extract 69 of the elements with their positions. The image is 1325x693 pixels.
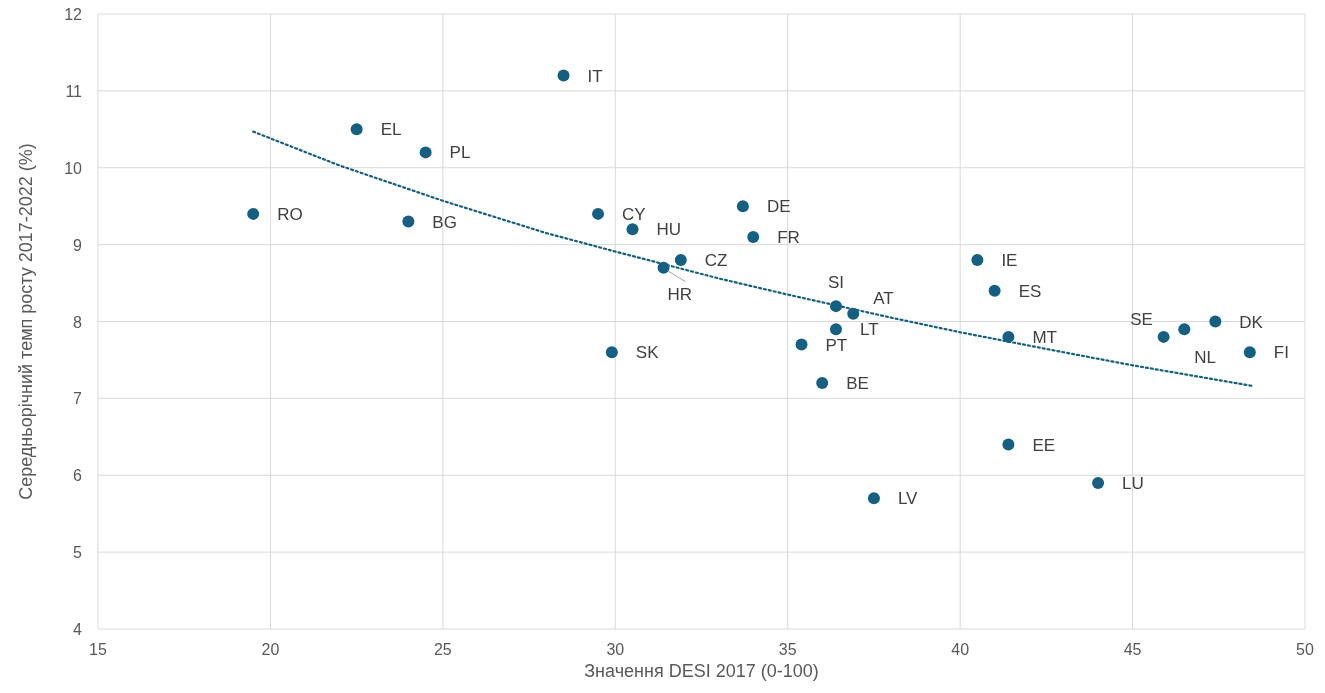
point — [867, 492, 880, 505]
annotation: ES — [1018, 281, 1042, 301]
x-tick-label: 50 — [1296, 641, 1314, 658]
annotation: IT — [587, 66, 603, 86]
point — [419, 146, 432, 159]
annotation: AT — [873, 288, 894, 308]
point — [557, 69, 570, 82]
annotation: CZ — [704, 251, 728, 270]
annotation: PT — [825, 335, 848, 355]
point — [674, 254, 687, 266]
point — [592, 207, 605, 220]
point — [1243, 346, 1256, 359]
annotation: DE — [766, 197, 791, 217]
point — [605, 346, 618, 359]
x-tick-label: 35 — [778, 641, 797, 658]
annotation: PL — [449, 143, 471, 163]
point — [247, 207, 260, 220]
y-tick-label: 8 — [73, 313, 83, 331]
x-tick-label: 15 — [89, 641, 107, 658]
point — [1002, 438, 1015, 451]
point — [626, 223, 639, 236]
annotation: LT — [859, 320, 879, 340]
point — [816, 377, 829, 389]
x-axis-title: Значення DESI 2017 (0-100) — [584, 661, 819, 681]
annotation: MT — [1032, 327, 1057, 347]
annotation: HU — [656, 220, 682, 240]
y-tick-label: 6 — [73, 467, 83, 485]
point — [736, 200, 749, 213]
annotation: SK — [635, 343, 660, 363]
y-axis-title: Середньорічний темп росту 2017-2022 (%) — [16, 143, 36, 500]
annotation: NL — [1194, 348, 1217, 368]
point — [1209, 315, 1222, 328]
annotation: BG — [432, 212, 457, 232]
annotation: RO — [277, 204, 303, 224]
annotation: LV — [897, 489, 919, 509]
annotation: LU — [1122, 473, 1144, 493]
annotation: CY — [622, 204, 646, 224]
y-tick-label: 7 — [73, 390, 83, 408]
annotation: HR — [667, 284, 693, 304]
x-tick-label: 25 — [433, 641, 452, 658]
point — [829, 323, 842, 336]
point — [988, 284, 1001, 297]
annotation: FR — [777, 227, 800, 247]
x-tick-label: 40 — [951, 641, 970, 658]
y-tick-label: 4 — [73, 621, 83, 638]
annotation: SI — [827, 273, 845, 293]
point — [747, 230, 760, 243]
point — [402, 215, 415, 228]
annotation: FI — [1273, 343, 1289, 363]
x-tick-label: 30 — [606, 641, 625, 658]
point — [1092, 476, 1105, 489]
y-tick-label: 10 — [64, 159, 83, 177]
y-tick-label: 5 — [73, 544, 83, 562]
point — [1178, 323, 1191, 336]
point — [350, 123, 363, 136]
annotation: BE — [846, 374, 869, 393]
y-tick-label: 9 — [73, 236, 83, 254]
annotation: IE — [1001, 251, 1018, 270]
y-tick-label: 12 — [64, 6, 83, 23]
point — [1157, 330, 1170, 343]
x-tick-label: 20 — [261, 641, 280, 658]
point — [795, 338, 808, 351]
annotation: DK — [1239, 312, 1264, 332]
annotation: SE — [1130, 309, 1153, 329]
annotation: EE — [1032, 435, 1056, 455]
x-tick-label: 45 — [1123, 641, 1142, 658]
y-tick-label: 11 — [65, 82, 83, 100]
annotation: EL — [380, 120, 402, 140]
point — [971, 254, 984, 266]
